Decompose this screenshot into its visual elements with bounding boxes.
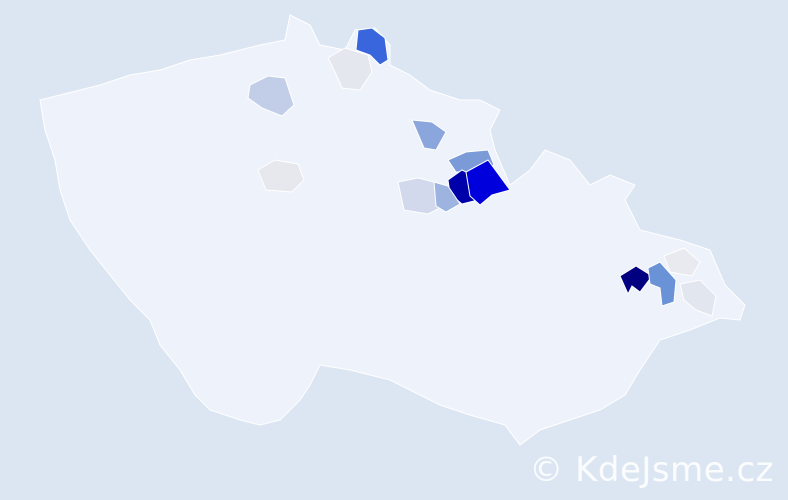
watermark: © KdeJsme.cz: [529, 450, 774, 490]
district-moravia-2[interactable]: [647, 261, 677, 307]
district-east-4[interactable]: [465, 159, 511, 206]
district-north-2[interactable]: [327, 47, 373, 91]
district-north-west[interactable]: [247, 75, 295, 117]
country-outline: [39, 14, 746, 446]
district-east-6[interactable]: [433, 181, 461, 213]
district-moravia-4[interactable]: [679, 279, 717, 317]
district-moravia-1[interactable]: [619, 265, 653, 296]
district-central[interactable]: [257, 159, 305, 193]
district-moravia-3[interactable]: [663, 247, 701, 277]
district-north-1[interactable]: [355, 27, 389, 66]
district-east-1[interactable]: [411, 119, 447, 151]
